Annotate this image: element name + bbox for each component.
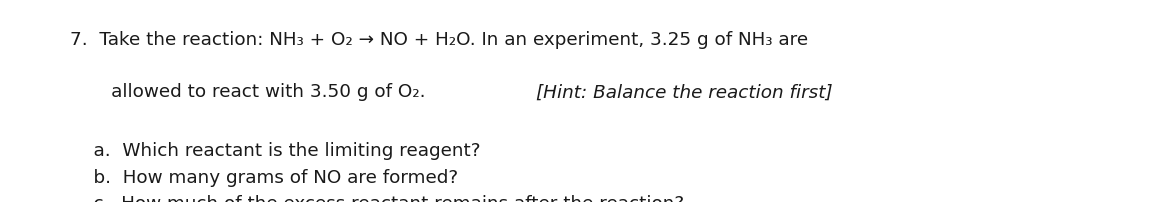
Text: c.  How much of the excess reactant remains after the reaction?: c. How much of the excess reactant remai… bbox=[70, 194, 684, 202]
Text: b.  How many grams of NO are formed?: b. How many grams of NO are formed? bbox=[70, 168, 459, 186]
Text: 7.  Take the reaction: NH₃ + O₂ → NO + H₂O. In an experiment, 3.25 g of NH₃ are: 7. Take the reaction: NH₃ + O₂ → NO + H₂… bbox=[70, 31, 808, 48]
Text: a.  Which reactant is the limiting reagent?: a. Which reactant is the limiting reagen… bbox=[70, 142, 481, 160]
Text: [Hint: Balance the reaction first]: [Hint: Balance the reaction first] bbox=[537, 83, 833, 101]
Text: allowed to react with 3.50 g of O₂.: allowed to react with 3.50 g of O₂. bbox=[70, 83, 432, 101]
